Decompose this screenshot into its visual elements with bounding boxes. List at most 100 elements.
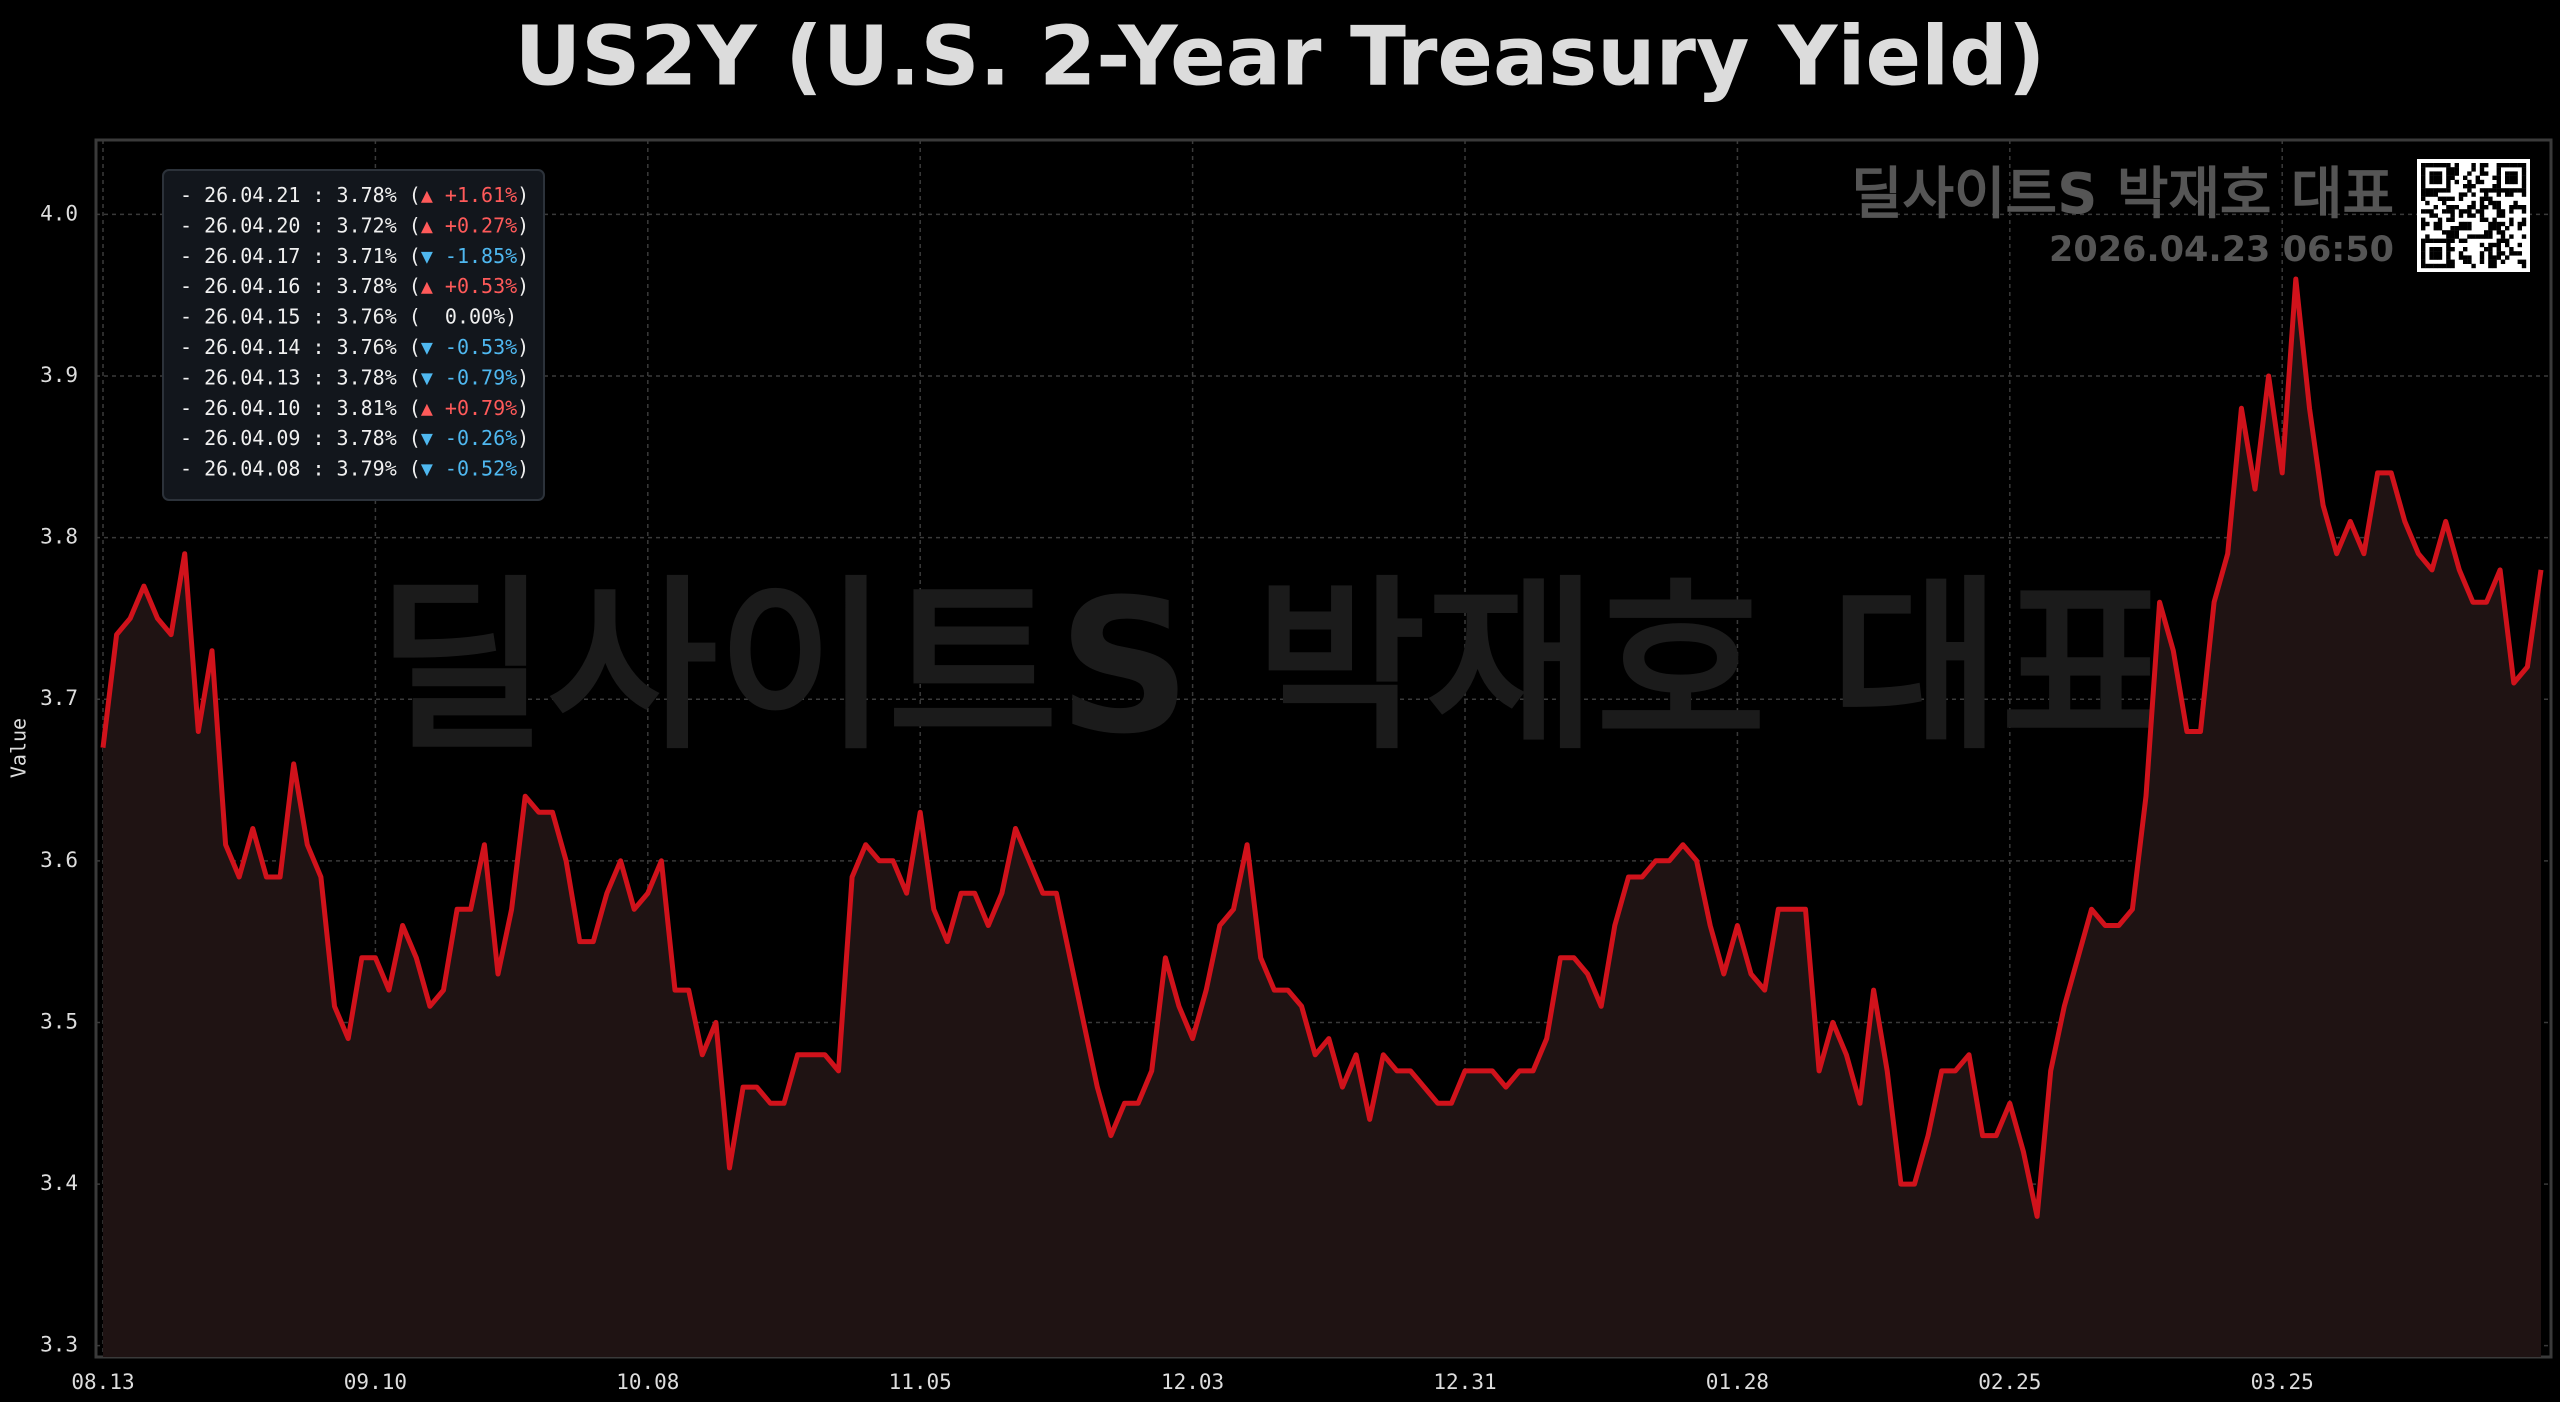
recent-close: ) [517, 183, 529, 207]
qr-cell [2521, 188, 2527, 193]
x-tick-label: 12.31 [1433, 1370, 1496, 1394]
qr-cell [2517, 226, 2522, 231]
qr-cell [2496, 213, 2501, 218]
qr-cell [2463, 238, 2468, 243]
qr-cell [2458, 213, 2464, 218]
recent-row: - 26.04.21 : 3.78% (▲ +1.61%) [180, 183, 529, 207]
qr-cell [2505, 192, 2510, 197]
qr-cell [2425, 221, 2430, 227]
x-tick-label: 01.28 [1706, 1370, 1769, 1394]
qr-cell [2521, 163, 2527, 168]
x-tick-label: 09.10 [344, 1370, 407, 1394]
qr-cell [2454, 205, 2459, 210]
qr-cell [2488, 247, 2493, 252]
qr-cell [2429, 163, 2434, 168]
qr-cell [2442, 200, 2447, 206]
qr-cell [2463, 226, 2468, 231]
qr-cell [2433, 226, 2438, 231]
qr-cell [2517, 188, 2522, 193]
qr-cell [2446, 209, 2451, 214]
qr-cell [2484, 192, 2489, 197]
qr-cell [2500, 251, 2506, 256]
qr-cell [2446, 242, 2451, 248]
qr-cell [2471, 234, 2476, 239]
y-tick-label: 3.5 [40, 1009, 78, 1033]
qr-cell [2429, 213, 2434, 218]
qr-cell [2442, 230, 2447, 235]
qr-cell [2433, 175, 2438, 180]
qr-cell [2496, 192, 2501, 197]
qr-cell [2437, 221, 2443, 227]
qr-cell [2479, 188, 2485, 193]
qr-cell [2446, 251, 2451, 256]
qr-cell [2421, 247, 2426, 252]
qr-cell [2425, 192, 2430, 197]
qr-cell [2509, 205, 2514, 210]
qr-cell [2496, 230, 2501, 235]
qr-cell [2521, 263, 2527, 269]
qr-cell [2429, 251, 2434, 256]
recent-change: ▼ -1.85% [421, 243, 517, 267]
qr-cell [2496, 175, 2501, 180]
qr-cell [2479, 163, 2485, 168]
qr-cell [2421, 255, 2426, 260]
qr-cell [2454, 163, 2459, 168]
qr-cell [2492, 188, 2497, 193]
qr-cell [2421, 196, 2426, 201]
qr-cell [2446, 259, 2451, 264]
qr-cell [2492, 200, 2497, 206]
qr-cell [2446, 188, 2451, 193]
recent-close: ) [517, 274, 529, 298]
qr-cell [2446, 179, 2451, 185]
y-tick-label: 3.9 [40, 363, 78, 387]
qr-cell [2505, 188, 2510, 193]
qr-cell [2471, 213, 2476, 218]
recent-text: - 26.04.14 : 3.76% ( [180, 335, 421, 359]
qr-cell [2467, 209, 2472, 214]
qr-cell [2446, 217, 2451, 222]
recent-row: - 26.04.16 : 3.78% (▲ +0.53%) [180, 274, 529, 298]
qr-cell [2509, 221, 2514, 227]
qr-cell [2446, 171, 2451, 176]
qr-cell [2433, 205, 2438, 210]
qr-cell [2467, 205, 2472, 210]
qr-cell [2437, 163, 2443, 168]
qr-cell [2429, 192, 2434, 197]
qr-cell [2450, 230, 2455, 235]
qr-cell [2509, 175, 2514, 180]
recent-text: - 26.04.10 : 3.81% ( [180, 395, 421, 419]
qr-cell [2492, 263, 2497, 269]
qr-cell [2433, 179, 2438, 185]
qr-cell [2517, 259, 2522, 264]
qr-cell [2471, 167, 2476, 172]
qr-cell [2517, 221, 2522, 227]
qr-cell [2496, 209, 2501, 214]
qr-cell [2421, 259, 2426, 264]
qr-cell [2421, 217, 2426, 222]
qr-cell [2467, 179, 2472, 185]
qr-cell [2496, 163, 2501, 168]
recent-text: - 26.04.13 : 3.78% ( [180, 365, 421, 389]
qr-cell [2488, 234, 2493, 239]
qr-cell [2521, 167, 2527, 172]
qr-cell [2475, 209, 2480, 214]
qr-cell [2433, 221, 2438, 227]
qr-cell [2437, 175, 2443, 180]
qr-cell [2521, 259, 2527, 264]
qr-cell [2496, 247, 2501, 252]
qr-cell [2463, 259, 2468, 264]
qr-cell [2509, 171, 2514, 176]
qr-cell [2509, 179, 2514, 185]
qr-cell [2450, 259, 2455, 264]
recent-list: - 26.04.21 : 3.78% (▲ +1.61%)- 26.04.20 … [180, 183, 529, 481]
qr-cell [2450, 217, 2455, 222]
recent-close: ) [517, 335, 529, 359]
qr-cell [2454, 179, 2459, 185]
qr-cell [2437, 196, 2443, 201]
qr-cell [2454, 171, 2459, 176]
recent-change: ▲ +0.53% [421, 274, 517, 298]
qr-cell [2492, 226, 2497, 231]
qr-cell [2454, 234, 2459, 239]
qr-cell [2425, 188, 2430, 193]
qr-cell [2425, 238, 2430, 243]
